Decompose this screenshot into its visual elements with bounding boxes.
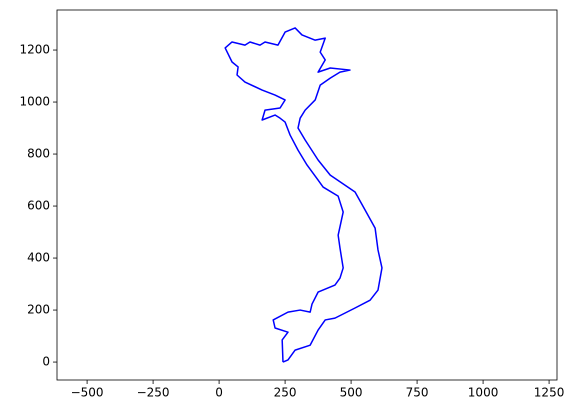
data-line xyxy=(224,27,383,363)
x-tick-label: 750 xyxy=(406,386,429,400)
x-tick-label: −500 xyxy=(71,386,104,400)
y-tick-label: 0 xyxy=(42,355,50,369)
x-tick-label: −250 xyxy=(137,386,170,400)
y-tick-label: 600 xyxy=(27,199,50,213)
y-tick-label: 1000 xyxy=(19,95,50,109)
y-tick-label: 400 xyxy=(27,251,50,265)
x-tick-label: 0 xyxy=(215,386,223,400)
y-tick-label: 200 xyxy=(27,303,50,317)
x-tick-label: 1250 xyxy=(534,386,565,400)
y-tick-label: 800 xyxy=(27,147,50,161)
axes-frame xyxy=(56,9,558,381)
x-tick-label: 250 xyxy=(274,386,297,400)
x-tick-label: 1000 xyxy=(468,386,499,400)
y-tick-label: 1200 xyxy=(19,43,50,57)
x-tick-label: 500 xyxy=(340,386,363,400)
